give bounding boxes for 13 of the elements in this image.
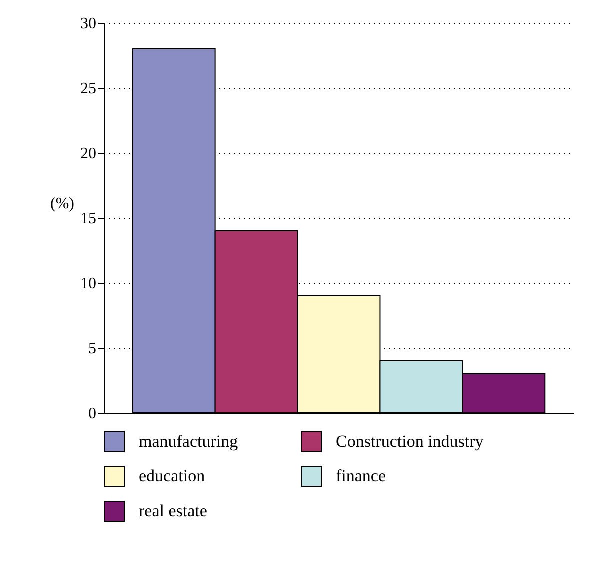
legend-label: education	[139, 466, 206, 486]
y-axis-title: (%)	[50, 196, 74, 212]
y-tick-label: 5	[88, 340, 96, 358]
legend-label: real estate	[139, 502, 208, 520]
y-tick-label: 10	[80, 276, 96, 292]
y-tick-label: 0	[88, 406, 96, 422]
y-tick-label: 25	[80, 80, 96, 98]
y-tick-label: 30	[80, 16, 96, 32]
legend-label: Construction industry	[336, 432, 484, 451]
y-tick-label: 20	[80, 146, 96, 162]
y-tick-label: 15	[80, 210, 96, 228]
legend-label: manufacturing	[139, 432, 239, 451]
legend-label: finance	[336, 466, 386, 486]
